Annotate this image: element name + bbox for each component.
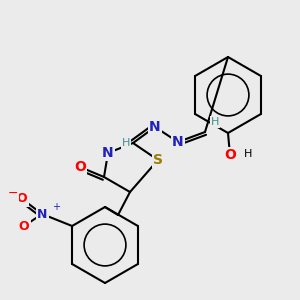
Text: −: −: [8, 187, 19, 200]
Text: O: O: [74, 160, 86, 174]
Text: O: O: [19, 220, 29, 232]
Text: H: H: [211, 117, 219, 127]
Text: S: S: [153, 153, 163, 167]
Text: H: H: [244, 149, 252, 159]
Text: O: O: [17, 193, 27, 206]
Text: N: N: [102, 146, 114, 160]
Text: N: N: [149, 120, 161, 134]
Text: N: N: [172, 135, 184, 149]
Text: H: H: [122, 138, 130, 148]
Text: N: N: [37, 208, 47, 220]
Text: +: +: [52, 202, 60, 212]
Text: O: O: [224, 148, 236, 162]
